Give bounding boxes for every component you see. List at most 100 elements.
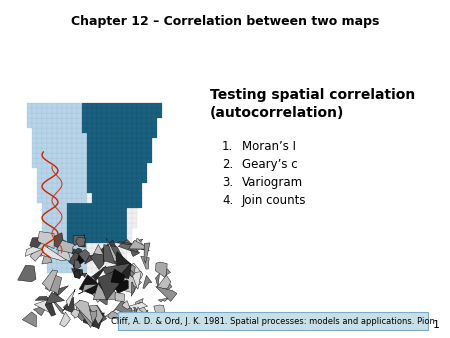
Bar bbox=[157, 113, 162, 118]
Bar bbox=[52, 148, 57, 153]
Bar bbox=[112, 178, 117, 183]
Bar bbox=[112, 163, 117, 168]
Bar bbox=[62, 188, 67, 193]
Bar bbox=[72, 178, 76, 183]
Bar bbox=[142, 133, 147, 138]
Bar bbox=[82, 258, 87, 263]
Bar bbox=[132, 118, 137, 123]
Bar bbox=[142, 113, 147, 118]
Bar bbox=[117, 263, 122, 268]
Polygon shape bbox=[33, 304, 48, 316]
Bar bbox=[72, 238, 76, 243]
Bar bbox=[42, 168, 47, 173]
Bar bbox=[97, 238, 102, 243]
Bar bbox=[57, 103, 62, 108]
Polygon shape bbox=[154, 305, 166, 326]
Bar bbox=[62, 268, 67, 273]
Bar bbox=[62, 203, 67, 208]
Polygon shape bbox=[130, 250, 140, 257]
Polygon shape bbox=[49, 296, 63, 314]
Bar bbox=[112, 148, 117, 153]
Bar bbox=[92, 158, 97, 163]
Bar bbox=[137, 203, 142, 208]
Bar bbox=[112, 258, 117, 263]
Polygon shape bbox=[78, 249, 90, 262]
Polygon shape bbox=[35, 296, 51, 300]
Bar bbox=[67, 153, 72, 158]
Bar bbox=[47, 123, 52, 128]
Bar bbox=[82, 123, 87, 128]
Bar bbox=[82, 188, 87, 193]
Bar bbox=[117, 128, 122, 133]
Bar bbox=[27, 123, 32, 128]
Bar bbox=[47, 143, 52, 148]
Bar bbox=[82, 163, 87, 168]
Polygon shape bbox=[75, 252, 86, 264]
Bar bbox=[42, 228, 47, 233]
Bar bbox=[67, 243, 72, 248]
Polygon shape bbox=[115, 292, 125, 301]
Bar bbox=[97, 233, 102, 238]
Polygon shape bbox=[156, 287, 177, 301]
Bar bbox=[72, 203, 76, 208]
Bar bbox=[82, 268, 87, 273]
Bar bbox=[52, 228, 57, 233]
Polygon shape bbox=[30, 237, 44, 251]
Bar bbox=[87, 218, 92, 223]
Bar bbox=[107, 138, 112, 143]
Bar bbox=[57, 188, 62, 193]
Bar bbox=[57, 258, 62, 263]
Polygon shape bbox=[124, 303, 148, 313]
Bar bbox=[102, 203, 107, 208]
Bar bbox=[142, 103, 147, 108]
Polygon shape bbox=[155, 262, 167, 278]
Bar bbox=[62, 213, 67, 218]
Bar bbox=[132, 193, 137, 198]
Bar bbox=[142, 178, 147, 183]
Bar bbox=[117, 218, 122, 223]
Bar bbox=[32, 108, 37, 113]
Polygon shape bbox=[155, 273, 159, 288]
Bar bbox=[72, 198, 76, 203]
Bar bbox=[142, 143, 147, 148]
Bar bbox=[117, 133, 122, 138]
Bar bbox=[52, 113, 57, 118]
Bar bbox=[132, 138, 137, 143]
Bar bbox=[57, 248, 62, 253]
Text: Variogram: Variogram bbox=[242, 176, 303, 189]
Bar bbox=[132, 113, 137, 118]
Bar bbox=[42, 223, 47, 228]
Bar bbox=[62, 163, 67, 168]
Bar bbox=[112, 168, 117, 173]
Polygon shape bbox=[118, 242, 132, 245]
Bar bbox=[62, 168, 67, 173]
Bar bbox=[32, 153, 37, 158]
Polygon shape bbox=[134, 307, 137, 320]
Bar bbox=[97, 138, 102, 143]
Polygon shape bbox=[158, 298, 169, 302]
Bar bbox=[122, 178, 127, 183]
Bar bbox=[37, 178, 42, 183]
Bar bbox=[142, 148, 147, 153]
Bar bbox=[82, 168, 87, 173]
Bar bbox=[57, 168, 62, 173]
Bar bbox=[137, 128, 142, 133]
Bar bbox=[42, 173, 47, 178]
Bar bbox=[122, 133, 127, 138]
Bar bbox=[52, 268, 57, 273]
Bar bbox=[47, 228, 52, 233]
Bar bbox=[42, 178, 47, 183]
Bar bbox=[57, 208, 62, 213]
Bar bbox=[132, 168, 137, 173]
Bar bbox=[122, 183, 127, 188]
Bar bbox=[52, 193, 57, 198]
Bar bbox=[147, 143, 152, 148]
Bar bbox=[122, 188, 127, 193]
Bar bbox=[122, 163, 127, 168]
Bar bbox=[87, 263, 92, 268]
Bar bbox=[52, 153, 57, 158]
Bar bbox=[122, 233, 127, 238]
Polygon shape bbox=[119, 266, 126, 276]
Bar bbox=[112, 158, 117, 163]
Bar bbox=[87, 148, 92, 153]
